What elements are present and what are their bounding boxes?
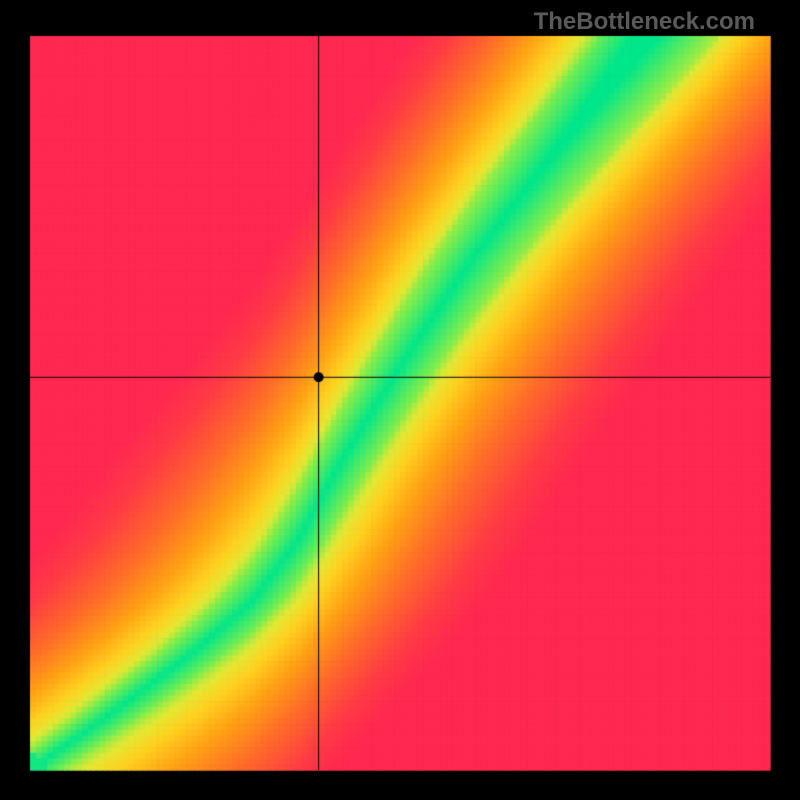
watermark-text: TheBottleneck.com [534,8,755,36]
chart-container: { "watermark": { "text": "TheBottleneck.… [0,0,800,800]
bottleneck-heatmap [0,0,800,800]
